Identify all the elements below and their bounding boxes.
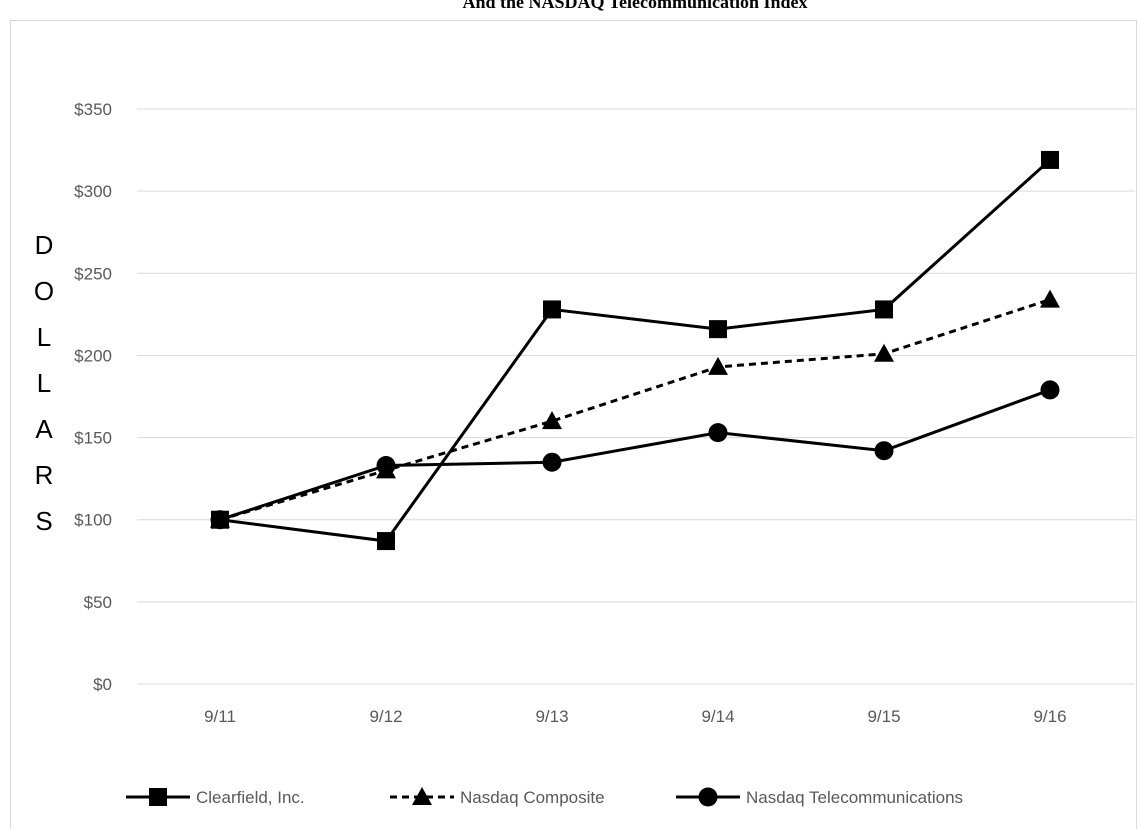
x-tick-label: 9/13 (535, 707, 568, 726)
data-point (376, 460, 396, 479)
series-line (219, 158, 1052, 543)
legend-item: Clearfield, Inc. (126, 788, 305, 807)
y-tick-label: $200 (74, 346, 112, 365)
data-point (377, 532, 395, 551)
x-tick-label: 9/12 (369, 707, 402, 726)
series-line (219, 388, 1051, 522)
chart-title: And the NASDAQ Telecommunication Index (462, 0, 807, 12)
y-axis-label-letter: L (37, 322, 51, 352)
legend-marker (149, 788, 167, 806)
legend-item: Nasdaq Composite (390, 787, 605, 807)
x-tick-label: 9/14 (701, 707, 734, 726)
y-tick-label: $100 (74, 511, 112, 530)
y-axis-ticks: $0 $50 $100 $150 $200 $250 $300 $350 (74, 100, 112, 694)
series-nasdaq-composite (210, 289, 1060, 528)
y-axis-label-letter: R (35, 460, 54, 490)
y-tick-label: $300 (74, 182, 112, 201)
data-point (1040, 289, 1060, 308)
y-tick-label: $350 (74, 100, 112, 119)
data-point (1040, 380, 1060, 400)
data-point (542, 411, 562, 430)
series-clearfield-inc (211, 150, 1059, 551)
y-tick-label: $250 (74, 264, 112, 283)
legend-marker (698, 787, 718, 807)
x-tick-label: 9/15 (867, 707, 900, 726)
legend: Clearfield, Inc. Nasdaq Composite Nasdaq T… (126, 787, 963, 807)
data-point (543, 300, 561, 319)
series-nasdaq-telecommunications (210, 380, 1060, 530)
legend-label: Clearfield, Inc. (196, 788, 305, 807)
legend-marker (412, 787, 432, 805)
x-tick-label: 9/16 (1033, 707, 1066, 726)
y-axis-label-letter: A (35, 414, 53, 444)
y-tick-label: $150 (74, 429, 112, 448)
series (210, 150, 1060, 551)
y-axis-label-letter: O (34, 276, 54, 306)
y-axis-label-letter: L (37, 368, 51, 398)
data-point (1041, 150, 1059, 169)
data-point (542, 452, 562, 472)
x-axis-ticks: 9/11 9/12 9/13 9/14 9/15 9/16 (204, 707, 1066, 726)
data-point (709, 320, 727, 339)
data-point (875, 300, 893, 319)
data-point (874, 441, 894, 461)
y-tick-label: $0 (93, 675, 112, 694)
data-point (874, 343, 894, 362)
series-line (219, 298, 1051, 522)
gridlines (137, 108, 1135, 685)
y-tick-label: $50 (84, 593, 112, 612)
x-tick-label: 9/11 (204, 707, 236, 726)
data-point (708, 356, 728, 375)
data-point (211, 510, 229, 529)
chart-border (10, 20, 1137, 829)
y-axis-label-letter: S (35, 506, 52, 536)
chart-frame-layer (10, 20, 1137, 829)
data-point (708, 423, 728, 443)
legend-label: Nasdaq Telecommunications (746, 788, 963, 807)
legend-label: Nasdaq Composite (460, 788, 605, 807)
y-axis-label-letter: D (35, 230, 54, 260)
legend-item: Nasdaq Telecommunications (676, 787, 963, 807)
